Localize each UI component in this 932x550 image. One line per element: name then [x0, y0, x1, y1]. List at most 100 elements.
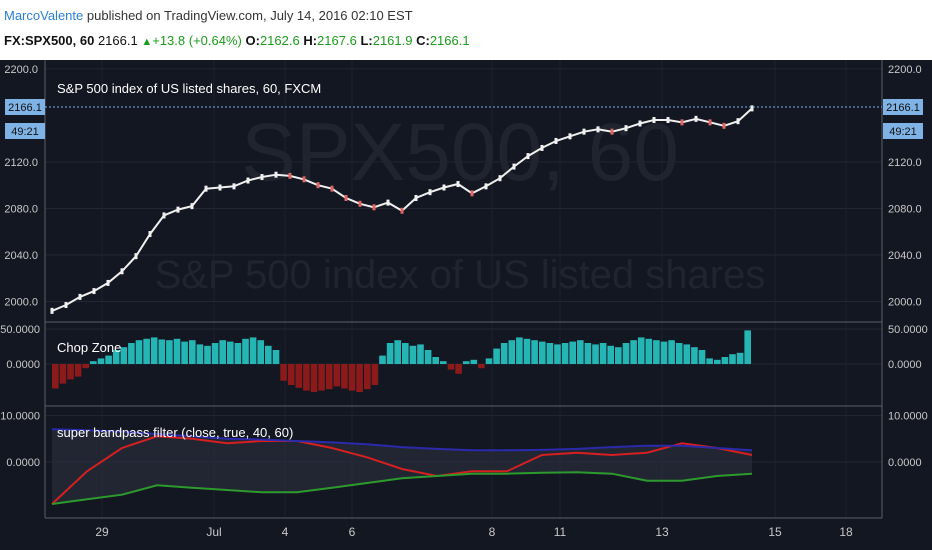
price-change: +13.8 (+0.64%)	[152, 33, 242, 48]
chop-bar	[112, 350, 120, 364]
chop-bar	[440, 361, 447, 364]
bpf-tick-right: 10.0000	[888, 410, 928, 422]
chop-bar	[341, 364, 348, 389]
price-candle	[218, 184, 222, 191]
chop-bar	[143, 338, 150, 364]
chop-bar	[303, 364, 310, 391]
price-candle	[708, 119, 712, 126]
chop-bar	[691, 347, 698, 364]
chop-tick-left: 0.0000	[6, 359, 40, 371]
chop-bar	[660, 341, 668, 364]
chop-bar	[227, 341, 234, 364]
last-price-badge-left	[5, 99, 45, 115]
chop-bar	[645, 338, 653, 364]
chop-bar	[417, 344, 424, 364]
chop-bar	[52, 364, 59, 389]
chop-bar	[318, 364, 325, 391]
x-tick-label: 4	[282, 525, 289, 539]
symbol-label: FX:SPX500, 60	[4, 33, 95, 48]
chop-bar	[462, 361, 470, 364]
chop-bar	[166, 340, 173, 364]
chop-zone-pane	[52, 330, 751, 392]
chop-bar	[249, 337, 257, 364]
chop-bar	[379, 355, 386, 364]
chop-bar	[523, 338, 531, 364]
chop-bar	[204, 345, 211, 364]
x-tick-label: Jul	[206, 525, 221, 539]
author-link[interactable]: MarcoValente	[4, 8, 84, 23]
chop-bar	[653, 340, 660, 364]
last-price-text-left: 2166.1	[8, 102, 42, 114]
chop-bar	[668, 340, 675, 364]
price-candle	[470, 190, 474, 197]
price-candle	[50, 307, 54, 314]
chop-bar	[196, 344, 204, 364]
price-candle	[694, 115, 698, 122]
chop-bar	[683, 344, 691, 364]
price-candle	[134, 253, 138, 260]
price-tick-right: 2120.0	[888, 157, 922, 169]
chop-tick-left: 50.0000	[0, 324, 40, 336]
chop-bar	[599, 343, 607, 364]
close-label: C:	[416, 33, 430, 48]
chop-bar	[219, 340, 226, 364]
chop-zone-title: Chop Zone	[57, 340, 121, 355]
chop-bar	[531, 340, 538, 364]
price-candle	[64, 302, 68, 309]
price-candle	[526, 153, 530, 160]
x-tick-label: 8	[489, 525, 496, 539]
countdown-badge-right	[883, 123, 923, 139]
price-candle	[624, 125, 628, 132]
price-candle	[120, 268, 124, 275]
price-candle	[232, 183, 236, 190]
chop-bar	[706, 358, 713, 364]
price-candle	[540, 144, 544, 151]
x-tick-label: 13	[655, 525, 669, 539]
last-price: 2166.1	[97, 33, 138, 48]
chop-bar	[394, 340, 401, 364]
x-tick-label: 6	[349, 525, 356, 539]
chop-bar	[150, 337, 158, 364]
price-candle	[680, 119, 684, 126]
price-candle	[722, 122, 726, 129]
chop-bar	[128, 343, 135, 364]
description-watermark: S&P 500 index of US listed shares	[155, 253, 766, 297]
chop-bar	[561, 343, 569, 364]
price-candle	[162, 212, 166, 219]
chop-bar	[721, 357, 729, 364]
chop-bar	[333, 364, 341, 387]
bpf-green-series	[51, 471, 753, 505]
price-candle	[666, 117, 670, 124]
price-candle	[190, 203, 194, 210]
chop-bar	[584, 343, 592, 364]
price-candle	[330, 185, 334, 192]
bpf-tick-left: 0.0000	[6, 457, 40, 469]
chop-bar	[158, 339, 166, 364]
chop-bar	[470, 359, 478, 364]
chop-bar	[485, 358, 493, 364]
y-axis-ticks: 2200.0 2200.0 2120.0 2120.0 2080.0 2080.0 2040…	[0, 64, 928, 469]
price-candle	[652, 117, 656, 124]
price-candle	[246, 177, 250, 184]
last-price-badge-right	[883, 99, 923, 115]
price-pane-title: S&P 500 index of US listed shares, 60, F…	[57, 81, 321, 96]
price-candle	[582, 128, 586, 135]
chop-bar	[546, 343, 554, 364]
publish-info: MarcoValente published on TradingView.co…	[4, 8, 413, 23]
chop-bar	[402, 343, 409, 364]
x-tick-label: 29	[95, 525, 109, 539]
chop-bar	[242, 338, 249, 364]
trading-chart[interactable]: SPX500, 60 S&P 500 index of US listed sh…	[0, 60, 932, 550]
price-candle	[78, 293, 82, 300]
price-candle	[288, 172, 292, 179]
price-candle	[260, 174, 264, 181]
price-candle	[498, 175, 502, 182]
bpf-blue-series	[51, 428, 753, 452]
price-candle	[372, 204, 376, 211]
chop-bar	[508, 340, 516, 364]
chop-bar	[455, 364, 462, 374]
chop-bar	[97, 358, 105, 364]
chop-bar	[173, 338, 181, 364]
price-tick-right: 2040.0	[888, 250, 922, 262]
price-tick-left: 2200.0	[4, 64, 38, 76]
